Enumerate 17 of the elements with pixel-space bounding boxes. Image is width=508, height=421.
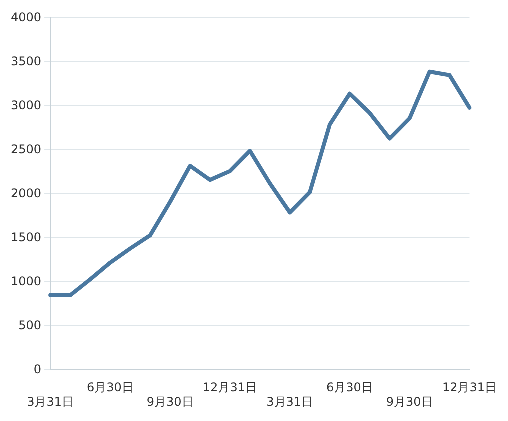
y-tick-label: 2500: [10, 142, 42, 156]
x-tick-label: 12月31日: [202, 380, 258, 395]
x-tick-label: 6月30日: [86, 380, 134, 395]
y-tick-label: 3500: [10, 54, 42, 68]
x-tick-label: 3月31日: [27, 394, 74, 409]
x-tick-label: 9月30日: [386, 394, 434, 409]
y-tick-label: 1000: [10, 274, 42, 288]
y-tick-label: 1500: [10, 230, 42, 244]
x-tick-label: 3月31日: [266, 394, 314, 409]
y-tick-label: 0: [34, 362, 42, 376]
x-tick-label: 12月31日: [442, 380, 498, 395]
x-tick-label: 9月30日: [146, 394, 194, 409]
y-tick-label: 2000: [10, 186, 42, 200]
y-tick-label: 4000: [10, 10, 42, 24]
y-tick-label: 3000: [10, 98, 42, 112]
y-tick-label: 500: [18, 318, 42, 332]
x-tick-label: 6月30日: [326, 380, 374, 395]
